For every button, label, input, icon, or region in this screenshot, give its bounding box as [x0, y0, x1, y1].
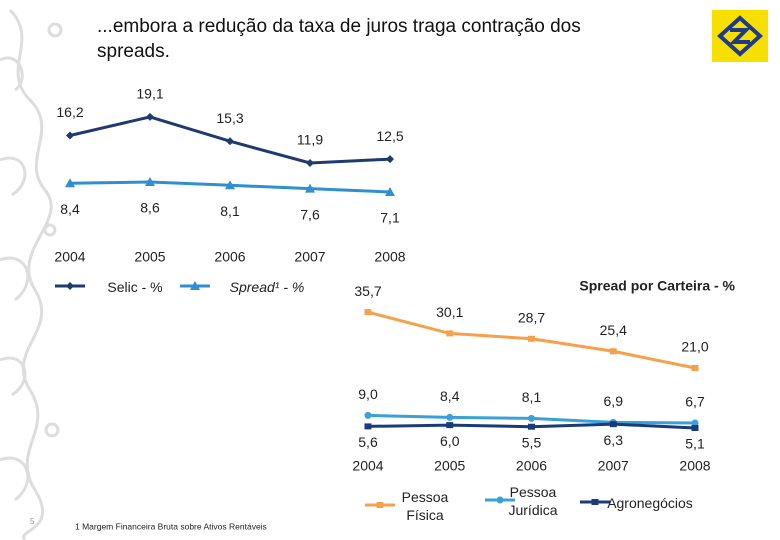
value-label: 8,1: [522, 389, 542, 405]
value-label: 15,3: [216, 110, 243, 126]
decoration: [0, 8, 63, 540]
value-label: 12,5: [376, 128, 403, 144]
x-tick-label: 2006: [516, 458, 547, 474]
x-tick-label: 2007: [294, 249, 325, 265]
value-label: 8,1: [220, 203, 240, 219]
value-label: 6,7: [685, 394, 705, 410]
value-label: 6,0: [440, 433, 460, 449]
value-label: 25,4: [600, 322, 627, 338]
legend-label: Selic - %: [107, 279, 163, 295]
slide-title: ...embora a redução da taxa de juros tra…: [97, 16, 581, 62]
x-tick-label: 2008: [374, 249, 405, 265]
legend-label: Pessoa Física: [401, 489, 449, 523]
marker: [446, 413, 454, 421]
legend-marker: [66, 282, 74, 290]
value-label: 11,9: [297, 132, 323, 148]
logo: [712, 10, 768, 62]
marker: [385, 187, 395, 196]
marker: [226, 137, 234, 146]
value-label: 19,1: [136, 86, 163, 102]
value-label: 35,7: [354, 283, 381, 299]
x-tick-label: 2005: [434, 458, 465, 474]
x-tick-label: 2008: [679, 458, 710, 474]
legend-marker: [496, 496, 504, 504]
value-label: 9,0: [358, 386, 378, 402]
marker: [528, 335, 535, 342]
marker: [66, 131, 74, 140]
marker: [225, 180, 235, 190]
marker: [364, 423, 372, 430]
value-label: 5,1: [685, 436, 705, 452]
marker: [691, 365, 699, 371]
marker: [691, 419, 699, 427]
legend-marker: [591, 499, 599, 505]
value-label: 28,7: [518, 309, 545, 325]
legend-label: Agronegócios: [607, 495, 693, 511]
chart-title: Spread por Carteira - %: [579, 278, 735, 294]
marker: [364, 309, 372, 316]
value-label: 6,9: [604, 393, 624, 409]
value-label: 8,4: [440, 388, 460, 404]
value-label: 7,1: [380, 210, 400, 226]
legend-marker: [376, 502, 384, 508]
x-tick-label: 2006: [214, 249, 245, 265]
marker: [145, 176, 155, 186]
value-label: 16,2: [56, 104, 83, 120]
value-label: 21,0: [681, 339, 708, 355]
marker: [306, 159, 314, 167]
page-number: 5: [30, 517, 35, 526]
value-label: 5,6: [358, 434, 378, 450]
value-label: 8,6: [140, 200, 160, 216]
value-label: 5,5: [522, 434, 542, 450]
marker: [446, 422, 454, 429]
marker: [305, 183, 315, 193]
legend-label: Spread¹ - %: [229, 279, 305, 295]
marker: [146, 112, 154, 121]
x-tick-label: 2005: [134, 249, 165, 265]
x-tick-label: 2004: [352, 458, 383, 474]
value-label: 7,6: [300, 206, 320, 222]
x-tick-label: 2004: [54, 249, 85, 265]
marker: [364, 411, 372, 419]
footnote: 1 Margem Financeira Bruta sobre Ativos R…: [75, 521, 267, 531]
legend-marker: [190, 281, 200, 290]
value-label: 6,3: [604, 432, 624, 448]
marker: [528, 423, 535, 430]
marker: [386, 155, 394, 164]
legend-label: Pessoa Jurídica: [508, 484, 558, 518]
marker: [446, 330, 454, 337]
value-label: 8,4: [60, 201, 80, 217]
marker: [65, 178, 75, 188]
x-tick-label: 2007: [598, 458, 629, 474]
marker: [528, 414, 535, 422]
marker: [609, 348, 617, 355]
value-label: 30,1: [436, 304, 463, 320]
marker: [691, 425, 699, 431]
marker: [609, 421, 617, 428]
